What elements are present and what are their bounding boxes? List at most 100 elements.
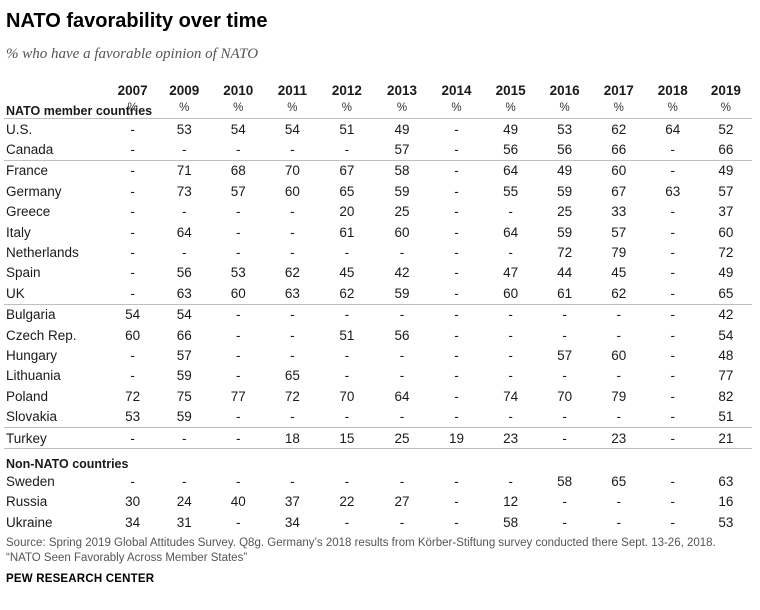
value-cell: -	[670, 265, 676, 281]
value-cell: 51	[319, 118, 375, 140]
value-cell: -	[670, 245, 676, 261]
year-header: 2015	[495, 83, 526, 98]
value-cell: -	[645, 426, 700, 449]
table-row: Lithuania - 59 - 65 - - - - - - - 77	[4, 366, 752, 386]
value-cell: -	[454, 204, 459, 220]
unit-cell: %	[720, 102, 732, 114]
value-cell: 67	[611, 183, 627, 199]
source-line-2: “NATO Seen Favorably Across Member State…	[6, 552, 248, 564]
value-cell: -	[290, 204, 295, 220]
unit-cell: %	[396, 102, 408, 114]
value-cell: 49	[537, 159, 592, 182]
value-cell: 42	[394, 265, 410, 281]
value-cell: 59	[394, 183, 410, 199]
value-cell: -	[236, 204, 241, 220]
value-cell: -	[562, 409, 567, 425]
value-cell: 47	[503, 265, 519, 281]
value-cell: 60	[503, 285, 519, 301]
value-cell: 53	[718, 514, 734, 530]
country-name: Poland	[6, 388, 49, 404]
value-cell: 45	[339, 265, 355, 281]
value-cell: -	[236, 142, 241, 158]
value-cell: -	[670, 327, 676, 343]
value-cell: -	[562, 494, 567, 510]
value-cell: 23	[591, 426, 646, 449]
value-cell: -	[130, 368, 135, 384]
value-cell: 62	[284, 265, 300, 281]
value-cell: -	[344, 409, 350, 425]
value-cell: 18	[265, 426, 320, 449]
value-cell: 34	[125, 514, 141, 530]
table-row: U.S. -53 54 54 51 49-49 53 62 64 52	[4, 118, 752, 140]
country-name: UK	[6, 285, 25, 301]
value-cell: 70	[339, 388, 355, 404]
value-cell: -	[344, 142, 350, 158]
unit-cell: %	[287, 102, 298, 114]
value-cell: 66	[611, 142, 627, 158]
value-cell: -	[236, 368, 241, 384]
value-cell: 33	[611, 204, 627, 220]
table-row: Canada - - - - - 57 - 56 56 66 - 66	[4, 139, 752, 160]
table-row: Hungary - 57 - - - - - - 57 60 - 48	[4, 345, 752, 365]
value-cell: -	[591, 303, 646, 325]
value-cell: -	[290, 409, 295, 425]
value-cell: 31	[176, 514, 192, 530]
value-cell: -	[508, 368, 513, 384]
value-cell: -	[130, 224, 135, 240]
year-header: 2017	[603, 83, 634, 98]
country-name: Greece	[6, 204, 51, 220]
unit-cell: %	[127, 102, 138, 114]
value-cell: -	[454, 388, 459, 404]
table-row: Russia 30 24 40 37 22 27 - 12 - - - 16	[4, 492, 752, 512]
value-cell: 44	[557, 265, 573, 281]
value-cell: -	[670, 368, 676, 384]
unit-cell: %	[341, 102, 353, 114]
value-cell: 62	[339, 285, 355, 301]
value-cell: -	[236, 347, 241, 363]
value-cell: -	[670, 347, 676, 363]
value-cell: -	[399, 409, 405, 425]
table-row: Czech Rep. 60 66 - - 51 56 - - - - - 54	[4, 325, 752, 345]
chart-title: NATO favorability over time	[6, 10, 268, 32]
value-cell: -	[508, 409, 513, 425]
value-cell: -	[130, 265, 135, 281]
source-line-1: Source: Spring 2019 Global Attitudes Sur…	[6, 537, 716, 549]
value-cell: 53	[537, 118, 592, 140]
value-cell: -	[645, 303, 700, 325]
value-cell: 66	[718, 142, 734, 158]
year-header: 2010	[223, 83, 254, 98]
value-cell: 25	[394, 204, 410, 220]
value-cell: 59	[394, 285, 410, 301]
table-row: France -71 68 70 67 58-64 49 60-49	[4, 159, 752, 182]
country-name: U.S.	[4, 118, 109, 140]
value-cell: 79	[611, 388, 627, 404]
value-cell: 57	[557, 347, 573, 363]
value-cell: -	[670, 494, 676, 510]
value-cell: -	[562, 514, 567, 530]
value-cell: -	[670, 388, 676, 404]
value-cell: 25	[557, 204, 573, 220]
value-cell: -	[130, 347, 135, 363]
value-cell: 64	[176, 224, 192, 240]
table-body: U.S. -53 54 54 51 49-49 53 62 64 52 Canada - - - - -57-…	[4, 118, 752, 533]
value-cell: 23	[483, 426, 538, 449]
value-cell: -	[454, 368, 459, 384]
unit-cell: %	[179, 102, 190, 114]
table-row: Netherlands - - - - - - - - 72 79 - 72	[4, 242, 752, 262]
table-row: Poland 72 75 77 72 70 64 - 74 70 79 - 82	[4, 386, 752, 406]
country-name: Slovakia	[6, 409, 58, 425]
unit-cell: %	[667, 102, 678, 114]
value-cell: -	[399, 473, 405, 489]
value-cell: -	[265, 303, 320, 325]
value-cell: 54	[157, 303, 212, 325]
value-cell: -	[508, 245, 513, 261]
table-row: Germany - 73 57 60 65 59 - 55 59 67 63 57	[4, 181, 752, 201]
value-cell: 59	[176, 409, 192, 425]
value-cell: 64	[483, 159, 538, 182]
value-cell: 71	[157, 159, 212, 182]
value-cell: -	[454, 327, 459, 343]
value-cell: 51	[718, 409, 734, 425]
value-cell: -	[130, 473, 135, 489]
value-cell: 20	[339, 204, 355, 220]
value-cell: 53	[157, 118, 212, 140]
